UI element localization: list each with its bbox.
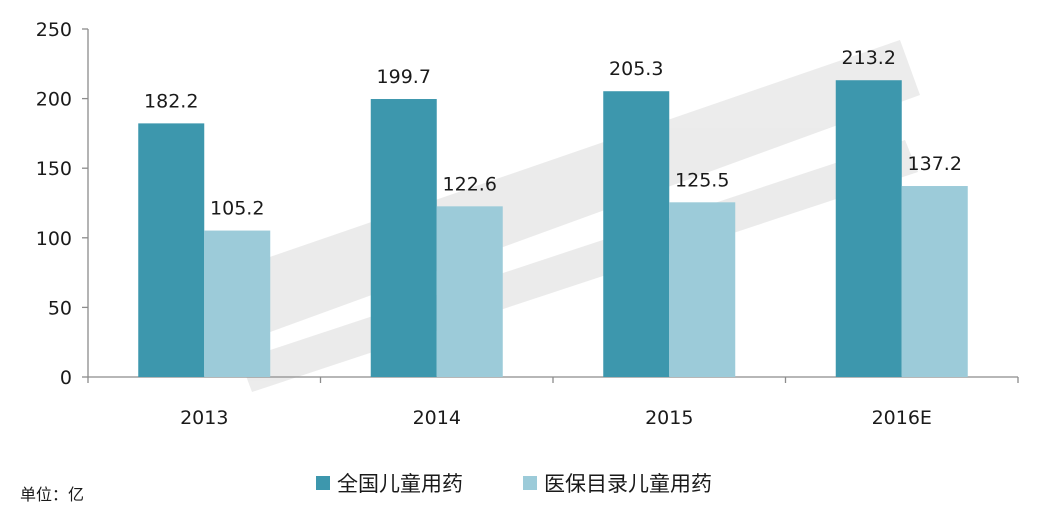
- bar-insurance-2013: [204, 230, 271, 377]
- data-label: 199.7: [377, 66, 431, 88]
- y-tick-label: 0: [60, 367, 72, 389]
- y-tick-label: 200: [36, 89, 72, 111]
- unit-label: 单位：亿: [20, 485, 84, 504]
- x-tick-label: 2013: [180, 407, 228, 429]
- data-label: 213.2: [842, 47, 896, 69]
- y-tick-label: 50: [48, 297, 72, 319]
- y-tick-label: 150: [36, 158, 72, 180]
- bar-insurance-2015: [669, 202, 736, 377]
- legend-swatch: [523, 476, 537, 490]
- bar-insurance-2014: [436, 206, 503, 377]
- y-axis: 0 50 100 150 200 250: [36, 19, 89, 389]
- x-tick-label: 2015: [645, 407, 693, 429]
- bar-national-2014: [370, 99, 437, 377]
- legend: 全国儿童用药 医保目录儿童用药: [316, 472, 712, 496]
- data-label: 125.5: [675, 169, 729, 191]
- legend-swatch: [316, 476, 330, 490]
- data-label: 137.2: [908, 153, 962, 175]
- x-axis: 2013 2014 2015 2016E: [87, 376, 1019, 429]
- data-label: 105.2: [210, 198, 264, 220]
- data-label: 205.3: [609, 58, 663, 80]
- bar-national-2015: [603, 91, 670, 377]
- legend-label: 医保目录儿童用药: [544, 472, 712, 496]
- legend-label: 全国儿童用药: [337, 472, 463, 496]
- bar-group: [138, 80, 968, 378]
- x-tick-label: 2016E: [872, 407, 932, 429]
- watermark: [232, 40, 920, 392]
- y-tick-label: 250: [36, 19, 72, 41]
- y-tick-label: 100: [36, 228, 72, 250]
- data-label: 182.2: [144, 90, 198, 112]
- x-tick-label: 2014: [413, 407, 461, 429]
- data-label: 122.6: [443, 173, 497, 195]
- data-labels: 182.2 199.7 205.3 213.2 105.2 122.6 125.5 137.2: [144, 47, 962, 219]
- bar-national-2013: [138, 123, 205, 378]
- bar-insurance-2016E: [901, 186, 968, 377]
- bar-national-2016E: [835, 80, 902, 378]
